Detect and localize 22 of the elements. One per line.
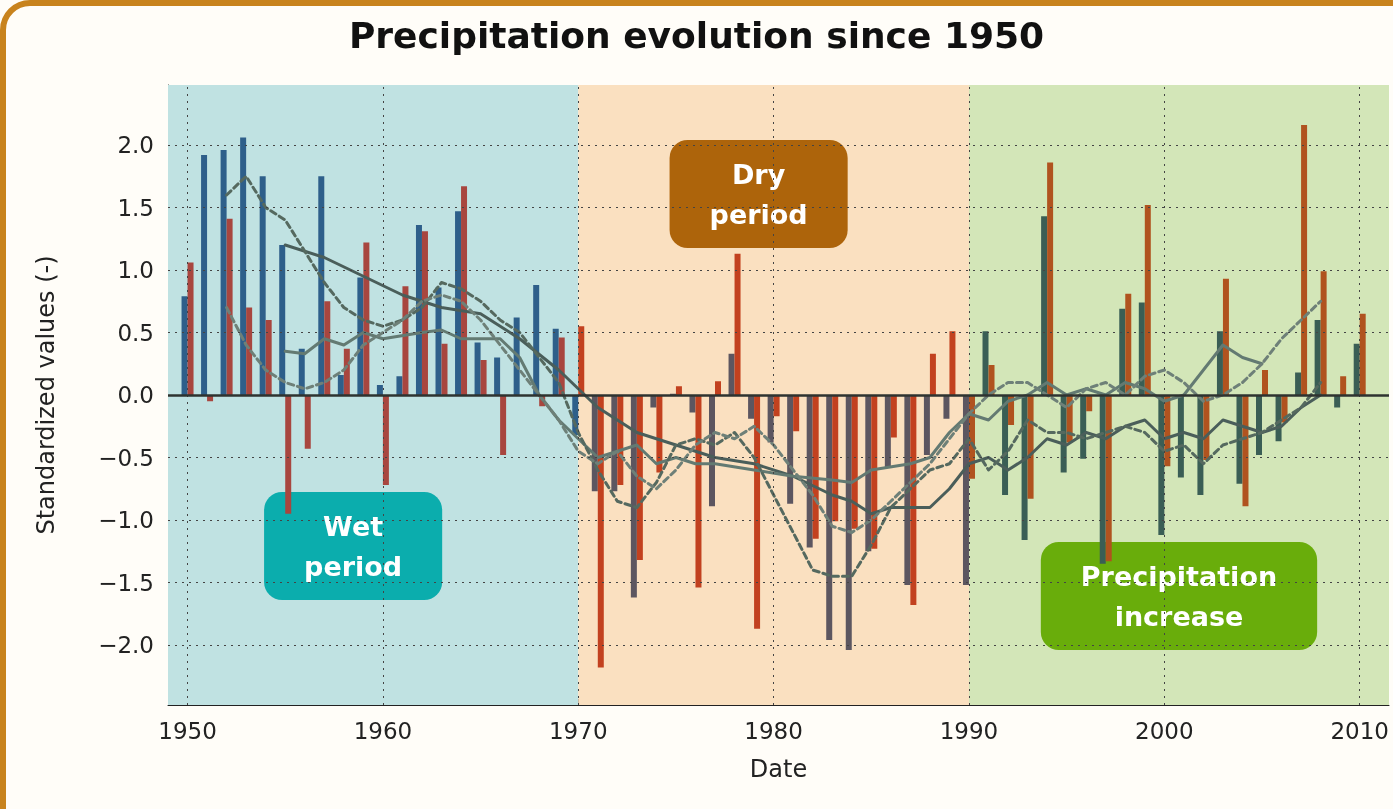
y-tick-label: 1.5: [117, 194, 154, 221]
x-tick-label: 1950: [158, 717, 217, 744]
chart-title: Precipitation evolution since 1950: [348, 14, 1045, 56]
x-tick-label: 1960: [353, 717, 413, 744]
band-label: Precipitation increase: [1080, 560, 1278, 632]
y-tick-label: −0.5: [98, 444, 154, 471]
y-tick-label: 0.0: [117, 382, 154, 408]
x-tick-label: 2000: [1135, 717, 1194, 744]
x-tick-label: 1980: [744, 717, 803, 744]
x-axis-title: Date: [749, 755, 808, 783]
y-tick-label: −1.0: [98, 507, 154, 533]
y-tick-label: −1.5: [98, 569, 154, 596]
y-tick-label: 0.5: [117, 319, 154, 346]
y-tick-label: 1.0: [117, 257, 154, 283]
x-tick-label: 1990: [939, 717, 999, 744]
y-tick-label: 2.0: [117, 132, 154, 158]
band-label: Dry period: [709, 158, 808, 230]
x-tick-label: 1970: [548, 717, 608, 744]
x-tick-label: 2010: [1330, 717, 1389, 744]
band-label: Wet period: [304, 510, 403, 582]
y-tick-label: −2.0: [98, 632, 154, 658]
y-axis-title: Standardized values (-): [32, 255, 60, 535]
